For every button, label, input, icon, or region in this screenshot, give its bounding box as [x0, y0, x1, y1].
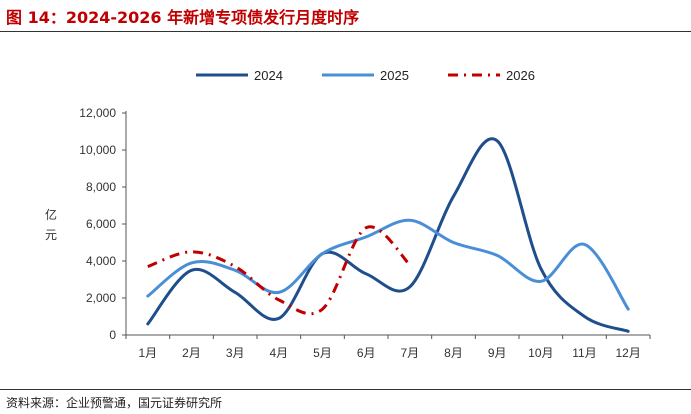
- y-axis-ticks: 0 2,000 4,000 6,000 8,000 10,000 12,000: [79, 106, 126, 342]
- y-tick-label: 10,000: [79, 143, 116, 157]
- x-tick-label: 11月: [572, 346, 596, 360]
- legend-label-2026: 2026: [506, 68, 535, 83]
- x-axis-ticks: 1月 2月 3月 4月 5月 6月 7月 8月 9月 10月 11月 12月: [125, 335, 651, 360]
- chart-legend: 2024 2025 2026: [196, 68, 535, 83]
- x-tick-label: 2月: [182, 346, 201, 360]
- series-line-2026: [147, 225, 411, 316]
- x-tick-label: 4月: [269, 346, 288, 360]
- x-tick-label: 1月: [138, 346, 157, 360]
- y-tick-label: 8,000: [86, 180, 116, 194]
- source-note: 资料来源：企业预警通，国元证券研究所: [6, 396, 223, 410]
- legend-label-2024: 2024: [254, 68, 283, 83]
- chart-series: [146, 137, 630, 333]
- legend-label-2025: 2025: [380, 68, 409, 83]
- x-tick-label: 10月: [528, 346, 553, 360]
- x-tick-label: 5月: [313, 346, 332, 360]
- series-line-2024: [146, 137, 630, 333]
- y-tick-label: 4,000: [86, 254, 116, 268]
- x-tick-label: 3月: [226, 346, 245, 360]
- y-axis-label: 亿元: [44, 208, 57, 242]
- line-chart: 2024 2025 2026 0 2,000 4,000 6,000 8,000 10,000…: [79, 68, 651, 360]
- figure-title: 图 14：2024-2026 年新增专项债发行月度时序: [6, 8, 360, 27]
- y-tick-label: 2,000: [86, 291, 116, 305]
- x-tick-label: 8月: [444, 346, 463, 360]
- y-tick-label: 12,000: [79, 106, 116, 120]
- x-tick-label: 12月: [615, 346, 640, 360]
- y-tick-label: 6,000: [86, 217, 116, 231]
- chart-axes: [125, 111, 650, 336]
- x-tick-label: 6月: [357, 346, 376, 360]
- title-divider: [0, 31, 691, 32]
- x-tick-label: 7月: [400, 346, 419, 360]
- series-line-2025: [146, 218, 630, 311]
- y-tick-label: 0: [109, 328, 116, 342]
- x-tick-label: 9月: [488, 346, 507, 360]
- source-divider: [0, 389, 691, 390]
